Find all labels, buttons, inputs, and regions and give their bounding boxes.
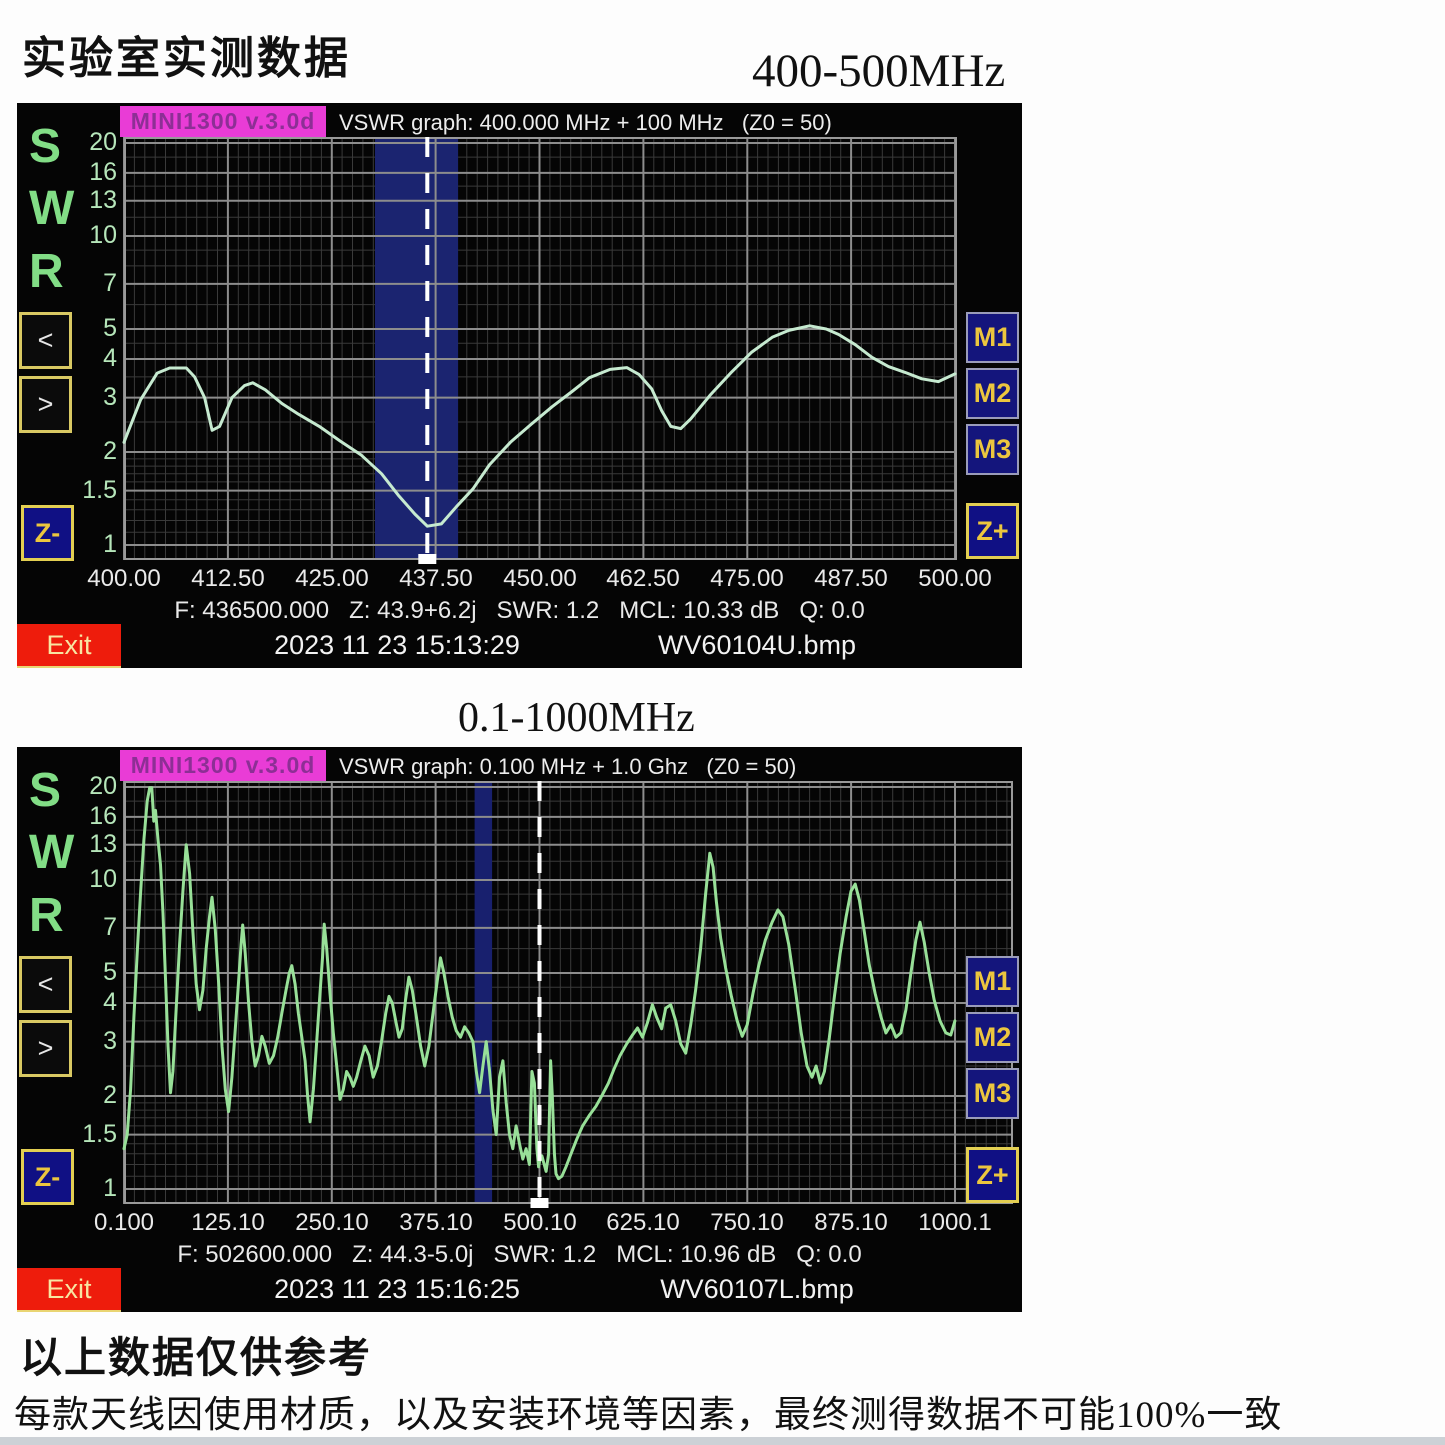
x-tick-label: 1000.1 [918, 1209, 992, 1236]
analyzer-screen-400-500: MINI1300 v.3.0d VSWR graph: 400.000 MHz … [17, 103, 1022, 668]
x-tick-label: 625.10 [606, 1209, 680, 1236]
y-tick-label: 1.5 [82, 1120, 117, 1148]
device-version-badge: MINI1300 v.3.0d [120, 106, 326, 137]
y-tick-label: 5 [103, 958, 117, 986]
y-tick-label: 20 [89, 772, 117, 800]
swr-axis-letter-w: W [29, 826, 75, 879]
y-tick-label: 7 [103, 913, 117, 941]
marker-3-button[interactable]: M3 [966, 1068, 1019, 1119]
zoom-in-button[interactable]: Z+ [966, 503, 1019, 559]
range-caption-400-500: 400-500MHz [752, 45, 1006, 97]
y-tick-label: 16 [89, 802, 117, 830]
y-axis-ticks: 20 16 13 10 7 5 4 3 2 1.5 1 [69, 774, 117, 1204]
cursor-left-button[interactable]: < [19, 312, 72, 369]
zoom-in-button[interactable]: Z+ [966, 1147, 1019, 1203]
y-tick-label: 20 [89, 128, 117, 156]
y-tick-label: 7 [103, 269, 117, 297]
x-tick-label: 437.50 [399, 565, 473, 592]
y-tick-label: 3 [103, 1027, 117, 1055]
exit-button[interactable]: Exit [17, 1268, 121, 1312]
y-tick-label: 4 [103, 988, 117, 1016]
timestamp: 2023 11 23 15:16:25 [274, 1274, 520, 1304]
y-tick-label: 13 [89, 186, 117, 214]
swr-axis-letter-s: S [29, 120, 62, 173]
range-caption-0.1-1000: 0.1-1000MHz [458, 695, 695, 741]
cursor-right-button[interactable]: > [19, 376, 72, 433]
disclaimer-text: 每款天线因使用材质，以及安装环境等因素，最终测得数据不可能100%一致 [14, 1395, 1283, 1436]
vswr-plot [122, 137, 957, 564]
exit-button[interactable]: Exit [17, 624, 121, 668]
analyzer-screen-0.1-1000: MINI1300 v.3.0d VSWR graph: 0.100 MHz + … [17, 747, 1022, 1312]
device-version-badge: MINI1300 v.3.0d [120, 750, 326, 781]
x-tick-label: 500.00 [918, 565, 992, 592]
y-tick-label: 16 [89, 158, 117, 186]
zoom-out-button[interactable]: Z- [21, 505, 74, 561]
swr-axis-letter-r: R [29, 889, 64, 942]
page-title: 实验室实测数据 [22, 34, 351, 83]
x-tick-label: 487.50 [814, 565, 888, 592]
marker-1-button[interactable]: M1 [966, 956, 1019, 1007]
swr-axis-letter-r: R [29, 245, 64, 298]
y-tick-label: 1.5 [82, 476, 117, 504]
y-tick-label: 4 [103, 344, 117, 372]
vswr-graph-title: VSWR graph: 0.100 MHz + 1.0 Ghz (Z0 = 50… [339, 754, 797, 779]
cursor-marker [418, 554, 437, 564]
x-axis-ticks: 400.00 412.50 425.00 437.50 450.00 462.50 475.… [87, 565, 991, 593]
marker-2-button[interactable]: M2 [966, 1012, 1019, 1063]
plot-area[interactable] [122, 781, 1013, 1208]
y-tick-label: 1 [103, 530, 117, 558]
marker-1-button[interactable]: M1 [966, 312, 1019, 363]
cursor-left-button[interactable]: < [19, 956, 72, 1013]
screenshot-filename: WV60104U.bmp [657, 630, 857, 660]
cursor-marker [530, 1198, 549, 1208]
y-tick-label: 10 [89, 865, 117, 893]
y-tick-label: 13 [89, 830, 117, 858]
y-tick-label: 3 [103, 383, 117, 411]
disclaimer-title: 以上数据仅供参考 [20, 1334, 373, 1381]
screenshot-filename: WV60107L.bmp [660, 1274, 854, 1304]
marker-2-button[interactable]: M2 [966, 368, 1019, 419]
zoom-out-button[interactable]: Z- [21, 1149, 74, 1205]
bottom-divider [0, 1437, 1445, 1445]
swr-axis-letter-w: W [29, 182, 75, 235]
y-tick-label: 2 [103, 437, 117, 465]
x-tick-label: 0.100 [93, 1209, 155, 1236]
x-tick-label: 475.00 [710, 565, 784, 592]
x-tick-label: 125.10 [191, 1209, 265, 1236]
x-tick-label: 500.10 [503, 1209, 577, 1236]
y-tick-label: 2 [103, 1081, 117, 1109]
marker-3-button[interactable]: M3 [966, 424, 1019, 475]
measurement-readout: F: 436500.000 Z: 43.9+6.2j SWR: 1.2 MCL:… [174, 597, 865, 624]
x-tick-label: 450.00 [503, 565, 577, 592]
y-tick-label: 5 [103, 314, 117, 342]
x-tick-label: 425.00 [295, 565, 369, 592]
x-tick-label: 462.50 [606, 565, 680, 592]
x-tick-label: 875.10 [814, 1209, 888, 1236]
timestamp: 2023 11 23 15:13:29 [274, 630, 520, 660]
measurement-readout: F: 502600.000 Z: 44.3-5.0j SWR: 1.2 MCL:… [177, 1241, 862, 1268]
cursor-right-button[interactable]: > [19, 1020, 72, 1077]
x-tick-label: 250.10 [295, 1209, 369, 1236]
y-axis-ticks: 20 16 13 10 7 5 4 3 2 1.5 1 [69, 130, 117, 560]
y-tick-label: 10 [89, 221, 117, 249]
vswr-plot [122, 781, 1013, 1208]
swr-axis-letter-s: S [29, 764, 62, 817]
x-tick-label: 412.50 [191, 565, 265, 592]
x-tick-label: 375.10 [399, 1209, 473, 1236]
plot-area[interactable] [122, 137, 957, 564]
x-tick-label: 750.10 [710, 1209, 784, 1236]
x-axis-ticks: 0.100 125.10 250.10 375.10 500.10 625.10 750.1… [94, 1209, 992, 1237]
x-tick-label: 400.00 [87, 565, 161, 592]
y-tick-label: 1 [103, 1174, 117, 1202]
vswr-graph-title: VSWR graph: 400.000 MHz + 100 MHz (Z0 = … [339, 110, 832, 135]
